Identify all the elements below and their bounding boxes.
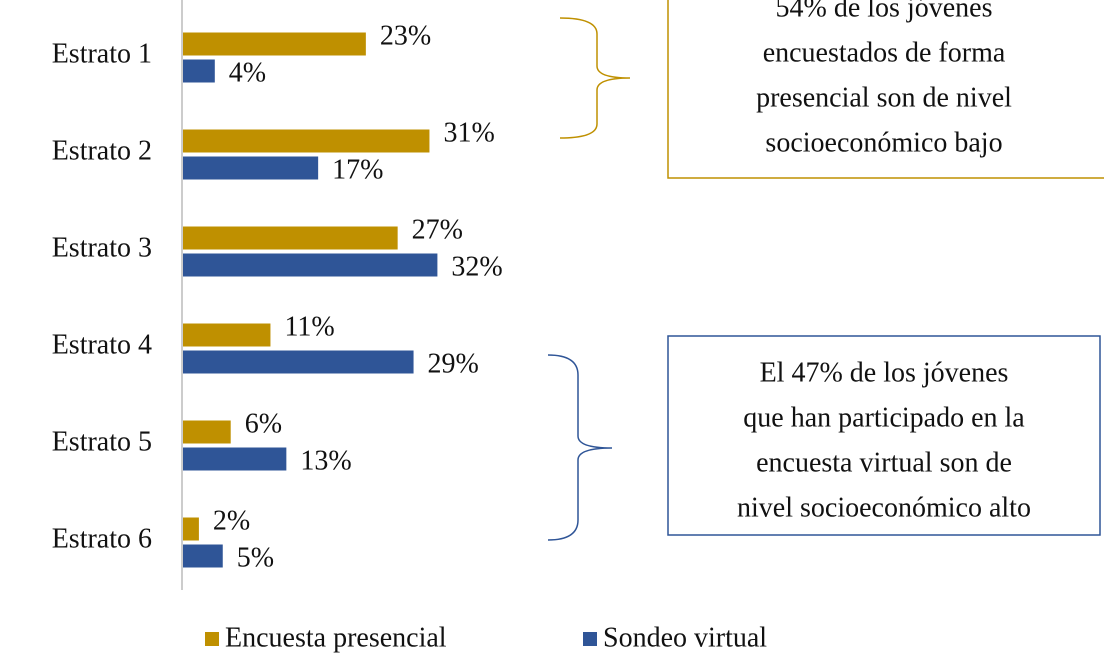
data-label: 5%: [237, 542, 274, 573]
annotation-text: El 47% de los jóvenes: [760, 357, 1009, 388]
bar: [183, 129, 430, 153]
data-label: 2%: [213, 505, 250, 536]
bar: [183, 253, 438, 277]
brace: [547, 354, 613, 541]
annotation-box: [667, 0, 1104, 179]
bar: [183, 447, 287, 471]
bar: [183, 323, 271, 347]
y-tick-label: Estrato 5: [52, 426, 152, 457]
data-label: 31%: [443, 117, 494, 148]
data-label: 29%: [428, 348, 479, 379]
legend-label: Encuesta presencial: [225, 622, 447, 653]
annotation-text: encuestados de forma: [763, 37, 1006, 68]
bar: [183, 517, 199, 541]
bar: [183, 420, 231, 444]
legend-label: Sondeo virtual: [603, 622, 767, 653]
annotation-text: 54% de los jóvenes: [776, 0, 993, 23]
bar: [183, 350, 414, 374]
data-label: 4%: [229, 57, 266, 88]
data-label: 13%: [300, 445, 351, 476]
data-label: 27%: [412, 214, 463, 245]
data-label: 6%: [245, 408, 282, 439]
annotation-text: encuesta virtual son de: [756, 447, 1012, 478]
y-tick-label: Estrato 2: [52, 135, 152, 166]
annotation-text: nivel socioeconómico alto: [737, 492, 1031, 523]
y-tick-label: Estrato 1: [52, 38, 152, 69]
bar: [183, 226, 398, 250]
data-label: 32%: [451, 251, 502, 282]
annotation-text: socioeconómico bajo: [765, 127, 1002, 158]
y-tick-label: Estrato 6: [52, 523, 152, 554]
annotation-text: presencial son de nivel: [756, 82, 1012, 113]
y-tick-label: Estrato 4: [52, 329, 152, 360]
data-label: 23%: [380, 20, 431, 51]
bar: [183, 156, 319, 180]
bar: [183, 544, 223, 568]
brace: [559, 17, 631, 139]
legend-swatch: [583, 632, 597, 646]
y-tick-label: Estrato 3: [52, 232, 152, 263]
bar: [183, 32, 366, 56]
legend-swatch: [205, 632, 219, 646]
data-label: 17%: [332, 154, 383, 185]
bar: [183, 59, 215, 83]
annotation-text: que han participado en la: [743, 402, 1025, 433]
annotation-box: [667, 335, 1101, 536]
data-label: 11%: [284, 311, 334, 342]
